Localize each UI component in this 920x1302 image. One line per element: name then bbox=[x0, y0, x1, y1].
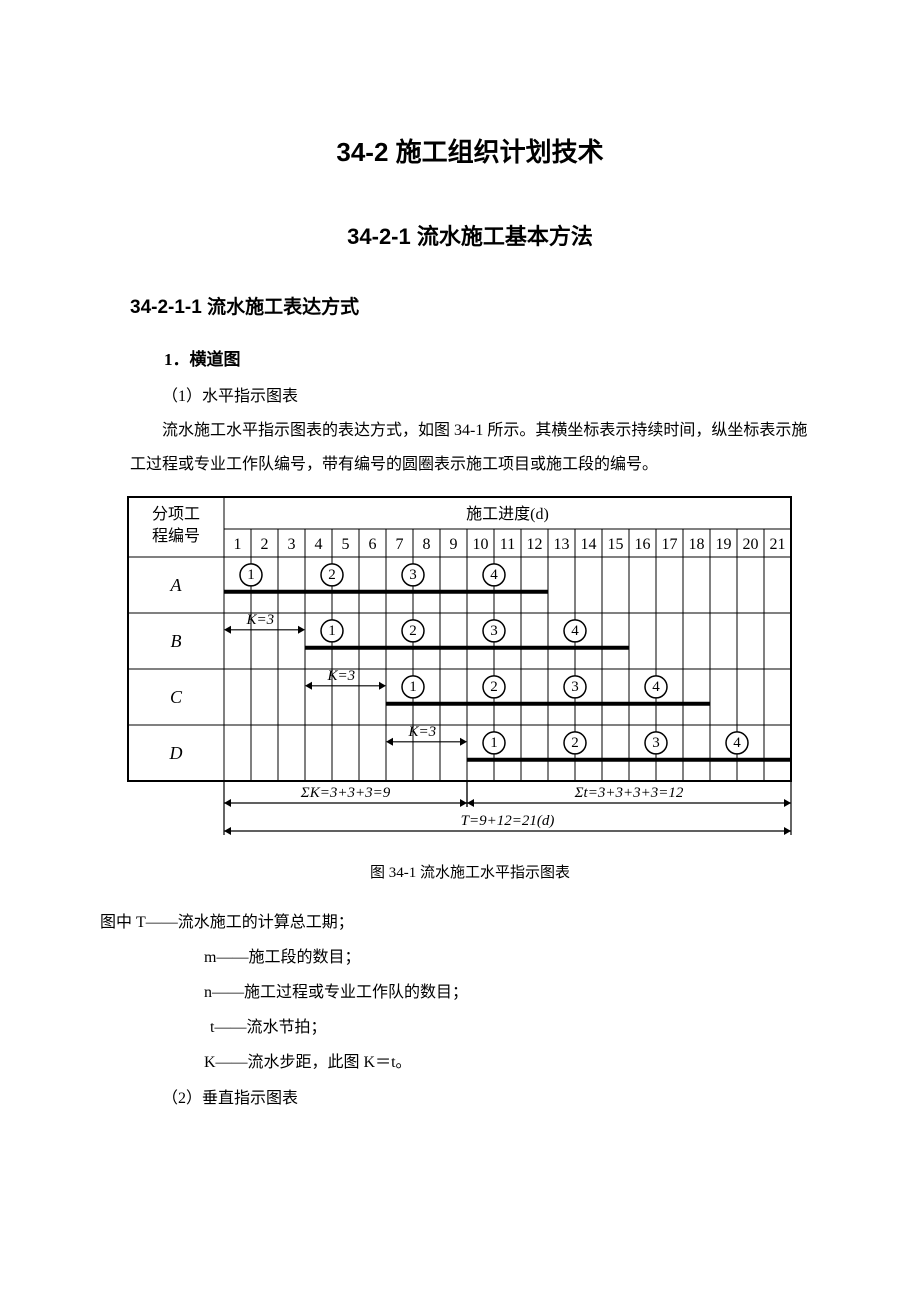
svg-text:18: 18 bbox=[689, 536, 705, 553]
para-item-2: （2）垂直指示图表 bbox=[130, 1085, 810, 1112]
title-subsection: 1．横道图 bbox=[130, 346, 810, 375]
svg-text:8: 8 bbox=[423, 536, 431, 553]
svg-text:1: 1 bbox=[490, 735, 498, 751]
svg-text:20: 20 bbox=[743, 536, 759, 553]
legend-t-line: 图中 T——流水施工的计算总工期； bbox=[100, 905, 810, 940]
legend-t2-line: t——流水节拍； bbox=[130, 1010, 810, 1045]
title-main: 34-2 施工组织计划技术 bbox=[130, 130, 810, 174]
svg-text:3: 3 bbox=[571, 679, 579, 695]
svg-text:2: 2 bbox=[261, 536, 269, 553]
svg-text:10: 10 bbox=[473, 536, 489, 553]
legend-n-line: n——施工过程或专业工作队的数目； bbox=[130, 975, 810, 1010]
svg-text:4: 4 bbox=[652, 679, 660, 695]
svg-text:D: D bbox=[169, 743, 183, 763]
figure-caption: 图 34-1 流水施工水平指示图表 bbox=[130, 861, 810, 887]
svg-text:A: A bbox=[170, 575, 183, 595]
svg-text:4: 4 bbox=[733, 735, 741, 751]
svg-text:3: 3 bbox=[490, 623, 498, 639]
svg-text:19: 19 bbox=[716, 536, 732, 553]
svg-text:分项工: 分项工 bbox=[152, 505, 200, 523]
figure-gantt: 分项工程编号施工进度(d)123456789101112131415161718… bbox=[124, 493, 810, 849]
svg-text:7: 7 bbox=[396, 536, 404, 553]
para-body: 流水施工水平指示图表的表达方式，如图 34-1 所示。其横坐标表示持续时间，纵坐… bbox=[130, 414, 810, 481]
svg-text:程编号: 程编号 bbox=[152, 527, 200, 545]
svg-text:T=9+12=21(d): T=9+12=21(d) bbox=[461, 813, 555, 829]
legend-m-line: m——施工段的数目； bbox=[130, 940, 810, 975]
legend-k-line: K——流水步距，此图 K＝t。 bbox=[130, 1045, 810, 1080]
svg-text:K=3: K=3 bbox=[408, 724, 437, 740]
legend-block: 图中 T——流水施工的计算总工期； m——施工段的数目； n——施工过程或专业工… bbox=[130, 905, 810, 1081]
svg-text:2: 2 bbox=[571, 735, 579, 751]
svg-text:1: 1 bbox=[234, 536, 242, 553]
svg-text:9: 9 bbox=[450, 536, 458, 553]
svg-text:4: 4 bbox=[571, 623, 579, 639]
svg-text:4: 4 bbox=[315, 536, 323, 553]
svg-text:K=3: K=3 bbox=[246, 612, 275, 628]
svg-text:1: 1 bbox=[247, 567, 255, 583]
svg-text:3: 3 bbox=[288, 536, 296, 553]
svg-text:ΣK=3+3+3=9: ΣK=3+3+3=9 bbox=[300, 785, 391, 801]
svg-text:4: 4 bbox=[490, 567, 498, 583]
svg-text:K=3: K=3 bbox=[327, 668, 356, 684]
svg-text:1: 1 bbox=[328, 623, 336, 639]
svg-text:13: 13 bbox=[554, 536, 570, 553]
para-item-1: （1）水平指示图表 bbox=[130, 383, 810, 410]
svg-text:11: 11 bbox=[500, 536, 515, 553]
svg-text:施工进度(d): 施工进度(d) bbox=[466, 505, 549, 523]
svg-text:12: 12 bbox=[527, 536, 543, 553]
svg-text:6: 6 bbox=[369, 536, 377, 553]
svg-text:16: 16 bbox=[635, 536, 651, 553]
svg-text:17: 17 bbox=[662, 536, 678, 553]
svg-text:21: 21 bbox=[770, 536, 786, 553]
svg-text:14: 14 bbox=[581, 536, 597, 553]
title-sub: 34-2-1 流水施工基本方法 bbox=[130, 218, 810, 255]
svg-text:Σt=3+3+3+3=12: Σt=3+3+3+3=12 bbox=[574, 785, 684, 801]
svg-text:2: 2 bbox=[409, 623, 417, 639]
svg-text:1: 1 bbox=[409, 679, 417, 695]
svg-text:3: 3 bbox=[409, 567, 417, 583]
svg-text:3: 3 bbox=[652, 735, 660, 751]
svg-text:15: 15 bbox=[608, 536, 624, 553]
svg-text:5: 5 bbox=[342, 536, 350, 553]
svg-text:C: C bbox=[170, 687, 183, 707]
svg-text:2: 2 bbox=[328, 567, 336, 583]
title-section: 34-2-1-1 流水施工表达方式 bbox=[130, 292, 810, 324]
svg-text:2: 2 bbox=[490, 679, 498, 695]
svg-text:B: B bbox=[171, 631, 182, 651]
